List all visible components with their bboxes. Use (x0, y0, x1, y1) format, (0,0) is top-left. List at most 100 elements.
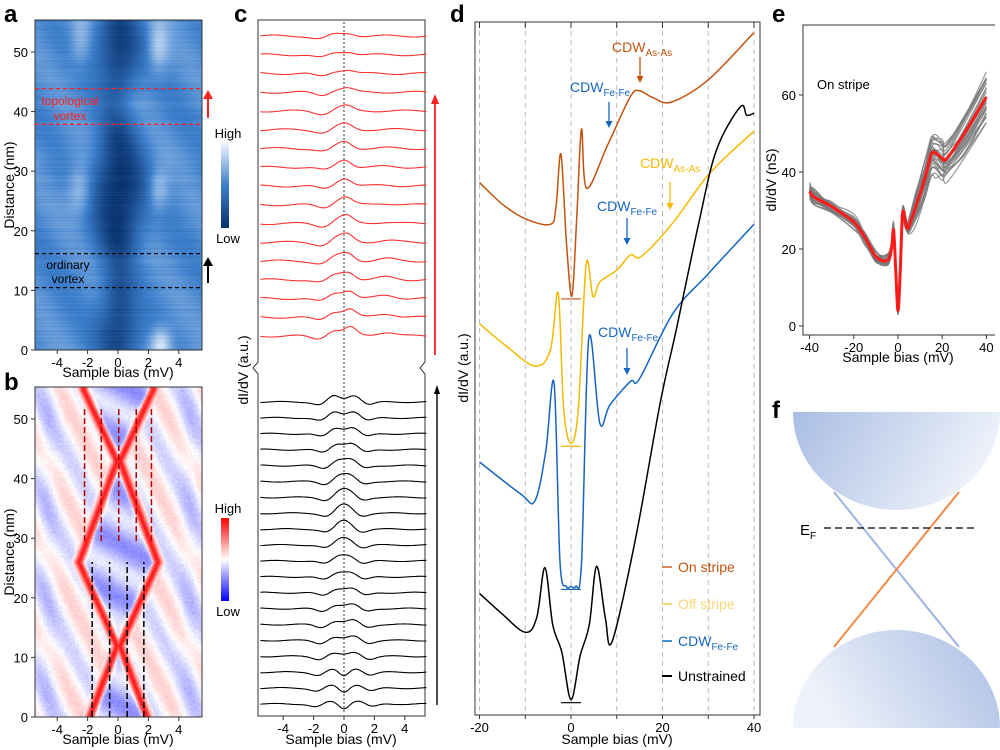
colorbar-a-high: High (215, 126, 242, 141)
series-off-stripe (479, 130, 755, 445)
down-arrow-icon (623, 368, 631, 375)
x-tick-label: 20 (935, 340, 949, 355)
panel-d-annotations: CDWAs-As CDWFe-Fe CDWAs-As CDWFe-Fe CDWFe-Fe (570, 39, 700, 375)
panel-d-ylabel: dI/dV (a.u.) (455, 333, 471, 402)
x-tick-label: 2 (145, 722, 152, 737)
heatmap-a (35, 20, 202, 350)
dirac-cone-branch-orange (833, 491, 960, 648)
colorbar-b (221, 518, 229, 601)
black-trace (260, 635, 427, 645)
legend-label: CDWFe-Fe (678, 633, 739, 653)
x-tick-label: 0 (894, 340, 901, 355)
x-tick-label: 4 (401, 721, 408, 736)
y-tick-label: 40 (782, 165, 796, 180)
y-tick-label: 30 (14, 531, 28, 546)
black-trace (260, 519, 427, 533)
panel-d-legend: On stripe Off stripe CDWFe-Fe Unstrained (662, 559, 746, 684)
valence-band (793, 630, 1000, 728)
panel-e-average-trace (808, 96, 988, 313)
panel-b-ylabel: Distance (nm) (1, 508, 17, 595)
red-trace (260, 232, 427, 247)
red-trace (260, 69, 427, 77)
x-tick-label: 4 (175, 355, 182, 370)
y-tick-label: 40 (14, 472, 28, 487)
panel-d-xlabel: Sample bias (mV) (561, 731, 672, 747)
red-trace (260, 32, 427, 40)
panel-a-ylabel: Distance (nm) (1, 141, 17, 228)
panel-a-xlabel: Sample bias (mV) (62, 364, 173, 380)
y-tick-label: 10 (14, 283, 28, 298)
red-trace (260, 271, 427, 283)
red-trace (260, 52, 427, 58)
x-tick-label: 0 (340, 721, 347, 736)
legend-label: On stripe (678, 559, 735, 575)
x-tick-label: -4 (277, 721, 289, 736)
x-tick-label: 40 (747, 720, 761, 735)
cdw-annotation: CDWFe-Fe (597, 198, 658, 218)
black-trace (260, 487, 427, 502)
x-tick-label: 0 (114, 722, 121, 737)
x-tick-label: -20 (844, 340, 863, 355)
red-trace (260, 122, 427, 134)
panel-e-xlabel: Sample bias (mV) (842, 349, 953, 365)
x-tick-label: 4 (175, 722, 182, 737)
red-trace (260, 159, 427, 170)
gray-trace (809, 77, 987, 308)
black-trace (260, 472, 427, 486)
black-trace (260, 700, 427, 710)
y-tick-label: 20 (14, 224, 28, 239)
ordinary-label-1: ordinary (46, 258, 89, 272)
down-arrow-icon (623, 238, 631, 245)
colorbar-a (221, 143, 229, 228)
y-tick-label: 40 (14, 105, 28, 120)
red-trace (260, 251, 427, 265)
y-tick-label: 20 (14, 591, 28, 606)
panel-label-b: b (4, 369, 19, 396)
conduction-band (793, 412, 1000, 510)
panel-e-individual-traces (809, 71, 987, 316)
panel-label-e: e (772, 1, 785, 28)
black-trace (260, 395, 427, 406)
black-trace (260, 457, 427, 469)
y-tick-label: 30 (14, 164, 28, 179)
y-tick-label: 0 (21, 710, 28, 725)
x-tick-label: 0 (567, 720, 574, 735)
black-trace (260, 651, 427, 661)
red-trace (260, 308, 427, 320)
colorbar-a-low: Low (216, 231, 240, 246)
down-arrow-icon (636, 76, 644, 83)
down-arrow-icon (605, 121, 613, 128)
x-tick-label: 2 (371, 721, 378, 736)
red-trace (260, 290, 427, 301)
panel-c-axis-break (252, 361, 426, 375)
ordinary-label-2: vortex (52, 272, 85, 286)
panel-label-f: f (772, 397, 781, 424)
gray-trace (809, 82, 987, 314)
panel-b-dashed-lines (83, 407, 153, 717)
down-arrow-icon (666, 203, 674, 210)
cdw-annotation: CDWFe-Fe (598, 324, 659, 344)
panel-label-c: c (234, 1, 247, 28)
panel-c-frame-top (257, 19, 426, 362)
black-up-arrow-icon (203, 257, 213, 283)
panel-e-on-stripe-label: On stripe (817, 77, 870, 92)
black-trace (260, 554, 427, 564)
y-tick-label: 0 (789, 319, 796, 334)
x-tick-label: -2 (82, 355, 94, 370)
x-tick-label: -4 (51, 355, 63, 370)
y-tick-label: 50 (14, 412, 28, 427)
gray-trace (809, 78, 987, 307)
series-cdw (479, 223, 755, 590)
gray-trace (809, 88, 987, 312)
panel-e-axes: -40 -20 0 20 40 0 20 40 60 (782, 88, 994, 355)
red-trace (260, 104, 427, 116)
black-trace (260, 571, 427, 580)
panel-a-frame (34, 19, 203, 351)
panel-d-frame (474, 21, 761, 716)
black-trace (260, 503, 427, 517)
red-trace (260, 140, 427, 152)
y-tick-label: 10 (14, 650, 28, 665)
